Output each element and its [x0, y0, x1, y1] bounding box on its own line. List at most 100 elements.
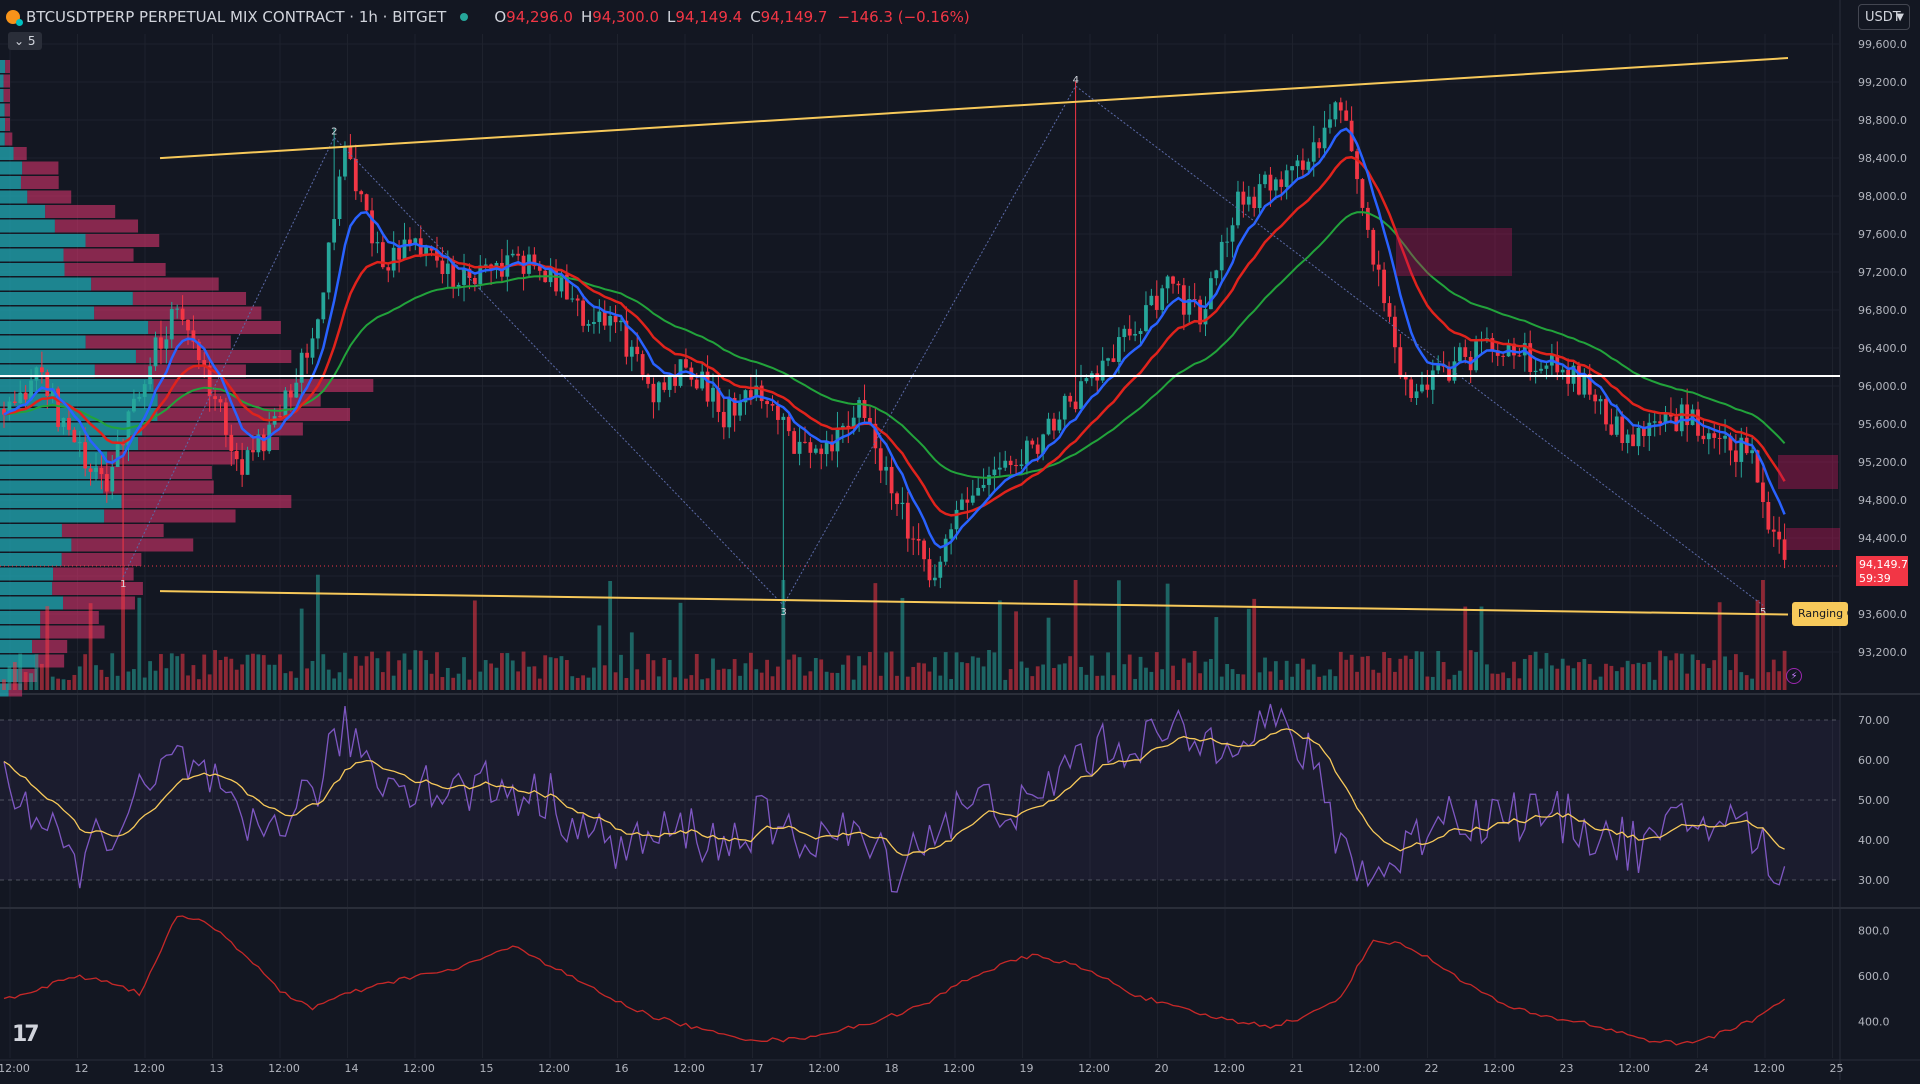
candle-body — [72, 429, 77, 443]
candle-body — [581, 300, 585, 326]
order-block-zone — [1786, 528, 1840, 550]
wave-label: 5 — [1760, 607, 1766, 618]
volume-profile-sell-bar — [138, 437, 280, 450]
candle-body — [830, 441, 834, 452]
candle-body — [656, 382, 661, 403]
candle-body — [786, 416, 791, 432]
volume-bar — [1144, 667, 1148, 690]
candle-body — [1582, 373, 1587, 395]
wave-label: 3 — [780, 607, 786, 618]
candle-body — [1490, 338, 1495, 351]
volume-bar — [380, 672, 385, 690]
candle-body — [18, 392, 23, 404]
volume-bar — [1328, 669, 1332, 690]
volume-bar — [1333, 676, 1338, 690]
volume-profile-sell-bar — [103, 480, 214, 494]
candle-body — [1766, 501, 1771, 530]
time-tick-label: 16 — [615, 1062, 629, 1075]
volume-bar — [1122, 664, 1127, 690]
oscillator-tick-label: 600.0 — [1858, 970, 1890, 983]
candle-body — [1560, 369, 1565, 373]
candle-body — [283, 390, 288, 417]
candle-body — [261, 434, 266, 452]
last-price-badge: 94,149.7 59:39 — [1856, 556, 1908, 586]
volume-bar — [516, 671, 521, 690]
volume-bar — [364, 656, 369, 690]
lightning-icon[interactable]: ⚡ — [1786, 668, 1802, 684]
candle-body — [1030, 440, 1035, 445]
volume-bar — [900, 597, 905, 690]
candle-body — [635, 346, 640, 355]
time-tick-label: 15 — [480, 1062, 494, 1075]
candle-body — [370, 210, 374, 244]
volume-bar — [711, 658, 715, 690]
symbol-header: BTCUSDTPERP PERPETUAL MIX CONTRACT · 1h … — [0, 0, 1840, 34]
candle-body — [50, 388, 55, 396]
candle-body — [1593, 394, 1598, 402]
volume-bar — [1382, 652, 1386, 690]
volume-bar — [1160, 669, 1165, 690]
volume-bar — [1041, 664, 1046, 690]
open-value: 94,296.0 — [506, 8, 573, 26]
collapse-indicators-button[interactable]: ⌄ 5 — [8, 32, 42, 50]
candle-body — [1263, 174, 1267, 185]
volume-profile-sell-bar — [104, 509, 236, 523]
candle-body — [94, 467, 98, 472]
volume-bar — [813, 657, 818, 690]
candle-body — [451, 263, 456, 287]
ranging-label[interactable]: Ranging C — [1792, 602, 1848, 626]
candle-body — [1301, 160, 1305, 170]
candle-body — [911, 538, 916, 540]
volume-bar — [1647, 662, 1652, 690]
volume-bar — [408, 669, 412, 690]
volume-profile-buy-bar — [0, 408, 158, 421]
volume-bar — [1008, 669, 1013, 690]
volume-bar — [142, 677, 147, 690]
volume-profile-buy-bar — [0, 509, 105, 523]
volume-bar — [1301, 658, 1305, 690]
volume-profile-sell-bar — [3, 89, 11, 102]
volume-bar — [424, 660, 429, 690]
volume-profile-sell-bar — [62, 596, 135, 610]
candle-body — [478, 265, 483, 284]
candle-body — [797, 441, 802, 454]
candle-body — [1544, 365, 1549, 369]
volume-bar — [846, 655, 851, 690]
volume-bar — [987, 650, 991, 690]
volume-bar — [527, 666, 531, 690]
tradingview-logo-icon[interactable]: 17 — [12, 1022, 40, 1047]
candle-body — [624, 320, 629, 357]
time-tick-label: 12:00 — [1753, 1062, 1785, 1075]
candle-body — [510, 253, 515, 256]
candle-body — [1636, 427, 1641, 447]
candle-body — [570, 298, 575, 300]
volume-bar — [1111, 675, 1116, 690]
volume-profile-sell-bar — [94, 306, 262, 320]
volume-bar — [873, 583, 878, 690]
symbol-title[interactable]: BTCUSDTPERP PERPETUAL MIX CONTRACT · 1h … — [26, 8, 447, 26]
volume-bar — [148, 661, 153, 690]
candle-body — [997, 467, 1002, 470]
volume-profile-sell-bar — [61, 553, 142, 566]
volume-bar — [667, 659, 672, 690]
rsi-tick-label: 60.00 — [1858, 754, 1890, 767]
candle-body — [121, 444, 125, 446]
ema-mid-line — [3, 155, 1786, 517]
candle-body — [213, 396, 217, 400]
volume-bar — [1052, 668, 1056, 690]
volume-bar — [445, 667, 450, 690]
volume-bar — [1236, 674, 1240, 690]
candle-body — [1452, 361, 1457, 381]
candle-body — [575, 298, 580, 301]
volume-bar — [83, 654, 88, 690]
volume-bar — [1577, 662, 1581, 690]
volume-bar — [472, 600, 477, 690]
currency-selector[interactable]: USDT ▼ — [1858, 4, 1910, 30]
volume-bar — [1106, 652, 1110, 690]
volume-bar — [651, 660, 656, 690]
volume-bar — [797, 657, 802, 690]
candle-body — [424, 246, 429, 255]
candle-body — [640, 354, 645, 375]
